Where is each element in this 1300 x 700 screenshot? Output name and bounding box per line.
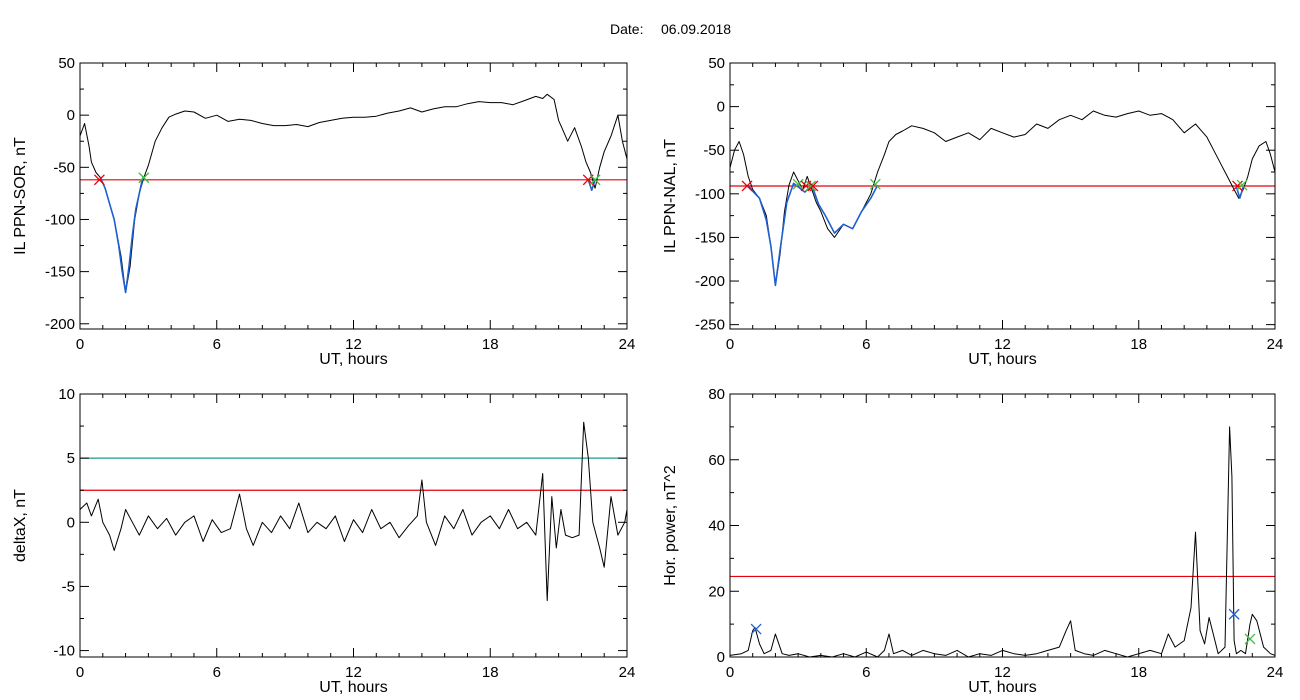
x-marker xyxy=(1236,179,1248,191)
y-tick-label: 80 xyxy=(708,386,725,403)
x-tick-label: 0 xyxy=(76,336,84,353)
x-marker xyxy=(589,174,601,186)
y-axis-title: IL PPN-NAL, nT xyxy=(662,139,679,253)
series-line-0 xyxy=(80,421,627,602)
x-axis-title: UT, hours xyxy=(319,679,387,696)
series-line-2 xyxy=(587,179,596,192)
x-tick-label: 6 xyxy=(213,336,221,353)
y-axis-title: deltaX, nT xyxy=(12,489,29,562)
x-axis-title: UT, hours xyxy=(319,351,387,368)
x-marker xyxy=(93,174,105,186)
date-label: Date: xyxy=(610,21,643,37)
x-tick-label: 24 xyxy=(1267,664,1284,681)
y-tick-label: 20 xyxy=(708,583,725,600)
x-tick-label: 24 xyxy=(619,336,636,353)
plot-frame xyxy=(729,393,1276,658)
y-axis-title: Hor. power, nT^2 xyxy=(662,465,679,586)
y-axis-title: IL PPN-SOR, nT xyxy=(12,137,29,255)
x-tick-label: 6 xyxy=(862,664,870,681)
x-tick-label: 0 xyxy=(726,336,734,353)
y-tick-label: -50 xyxy=(53,159,75,176)
series-line-0 xyxy=(730,110,1275,286)
y-tick-label: -100 xyxy=(695,186,725,203)
y-tick-label: 5 xyxy=(67,450,75,467)
y-tick-label: -10 xyxy=(53,643,75,660)
y-tick-label: 40 xyxy=(708,518,725,535)
chart-horpower: 0 6 12 18 24 80 60 40 20 0 UT, hours Hor. power, nT… xyxy=(662,386,1283,696)
x-tick-label: 12 xyxy=(994,336,1011,353)
y-tick-label: -100 xyxy=(45,211,75,228)
x-tick-label: 6 xyxy=(213,664,221,681)
y-tick-label: -200 xyxy=(695,273,725,290)
x-marker xyxy=(805,180,817,192)
y-tick-label: -50 xyxy=(703,142,725,159)
date-value: 06.09.2018 xyxy=(661,21,731,37)
x-marker xyxy=(1232,180,1243,192)
x-tick-label: 12 xyxy=(345,336,362,353)
y-tick-label: 10 xyxy=(58,386,75,403)
chart-deltax: 0 6 12 18 24 10 5 0 -5 -10 UT, hours deltaX, nT xyxy=(12,386,635,696)
x-tick-label: 12 xyxy=(345,664,362,681)
x-marker xyxy=(741,180,753,192)
x-axis-title: UT, hours xyxy=(968,351,1036,368)
y-tick-label: 50 xyxy=(58,55,75,72)
chart-nal: 0 6 12 18 24 50 0 -50 -100 -150 -200 -250 UT, hours I… xyxy=(662,55,1283,368)
y-tick-label: -150 xyxy=(695,229,725,246)
y-tick-label: 0 xyxy=(67,514,75,531)
plot-frame xyxy=(79,62,628,330)
x-tick-label: 18 xyxy=(482,336,499,353)
y-tick-label: 50 xyxy=(708,55,725,72)
x-marker xyxy=(138,172,150,184)
x-tick-label: 12 xyxy=(994,664,1011,681)
x-marker xyxy=(1228,608,1240,620)
series-line-0 xyxy=(730,426,1275,657)
y-tick-label: 60 xyxy=(708,452,725,469)
x-tick-label: 18 xyxy=(482,664,499,681)
series-line-1 xyxy=(99,177,144,294)
x-tick-label: 0 xyxy=(726,664,734,681)
x-tick-label: 6 xyxy=(862,336,870,353)
x-marker xyxy=(869,178,881,190)
chart-sor: 0 6 12 18 24 50 0 -50 -100 -150 -200 UT, hours IL PP… xyxy=(12,55,635,368)
y-tick-label: 0 xyxy=(717,99,725,116)
series-line-1 xyxy=(747,182,879,287)
series-line-0 xyxy=(80,93,627,293)
x-marker xyxy=(1244,633,1256,645)
y-tick-label: 0 xyxy=(717,649,725,666)
y-tick-label: -200 xyxy=(45,316,75,333)
x-marker xyxy=(750,623,762,635)
x-tick-label: 24 xyxy=(1267,336,1284,353)
plot-frame xyxy=(729,62,1276,330)
x-marker xyxy=(807,180,819,192)
y-tick-label: -250 xyxy=(695,317,725,334)
x-axis-title: UT, hours xyxy=(968,679,1036,696)
y-tick-label: -150 xyxy=(45,264,75,281)
y-tick-label: 0 xyxy=(67,107,75,124)
y-tick-label: -5 xyxy=(62,578,75,595)
x-tick-label: 18 xyxy=(1130,664,1147,681)
x-tick-label: 24 xyxy=(619,664,636,681)
x-tick-label: 0 xyxy=(76,664,84,681)
x-tick-label: 18 xyxy=(1130,336,1147,353)
